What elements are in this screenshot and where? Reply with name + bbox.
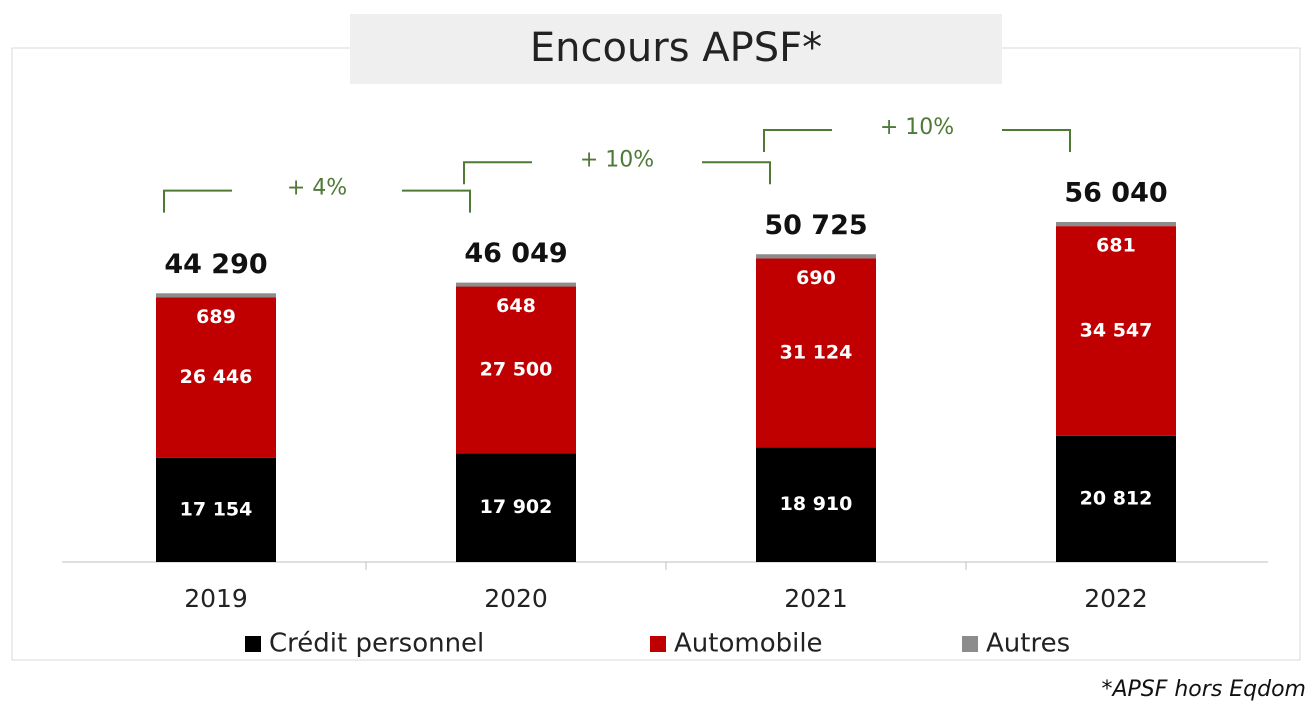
total-label: 46 049	[464, 238, 567, 269]
bar-segment	[156, 297, 276, 458]
total-label: 50 725	[764, 210, 867, 241]
value-label: 648	[496, 295, 536, 317]
legend-label: Crédit personnel	[269, 629, 484, 659]
legend-label: Autres	[986, 629, 1070, 659]
growth-label: + 4%	[287, 176, 347, 201]
bar-segment	[1056, 435, 1176, 562]
x-tick-label: 2020	[484, 584, 548, 613]
chart-title: Encours APSF*	[530, 25, 822, 71]
value-label: 18 910	[780, 493, 853, 515]
growth-bracket	[163, 189, 471, 213]
value-label: 34 547	[1080, 319, 1153, 341]
x-tick-label: 2019	[184, 584, 248, 613]
x-tick-label: 2021	[784, 584, 848, 613]
footnote: *APSF hors Eqdom	[1101, 677, 1306, 702]
bar-segment	[1056, 226, 1176, 436]
bar-segment	[156, 457, 276, 562]
total-label: 56 040	[1064, 178, 1167, 209]
growth-bracket	[463, 161, 771, 185]
bar-segment	[756, 447, 876, 562]
value-label: 20 812	[1080, 487, 1153, 509]
bar-segment	[456, 286, 576, 454]
total-label: 44 290	[164, 249, 267, 280]
value-label: 681	[1096, 235, 1136, 257]
title-box	[350, 14, 1002, 84]
legend-swatch	[650, 636, 666, 652]
growth-bracket	[763, 129, 1071, 152]
legend-label: Automobile	[674, 629, 823, 659]
legend-swatch	[962, 636, 978, 652]
value-label: 26 446	[180, 366, 253, 388]
value-label: 27 500	[480, 358, 553, 380]
value-label: 689	[196, 306, 236, 328]
bar-segment	[756, 258, 876, 448]
x-tick-label: 2022	[1084, 584, 1148, 613]
growth-label: + 10%	[880, 115, 954, 140]
bar-segment	[756, 254, 876, 259]
bar-segment	[156, 293, 276, 298]
value-label: 31 124	[780, 341, 853, 363]
value-label: 17 154	[180, 498, 253, 520]
bar-segment	[456, 453, 576, 562]
bar-segment	[456, 282, 576, 287]
value-label: 690	[796, 267, 836, 289]
legend-swatch	[245, 636, 261, 652]
bar-segment	[1056, 222, 1176, 227]
growth-label: + 10%	[580, 147, 654, 172]
value-label: 17 902	[480, 496, 553, 518]
